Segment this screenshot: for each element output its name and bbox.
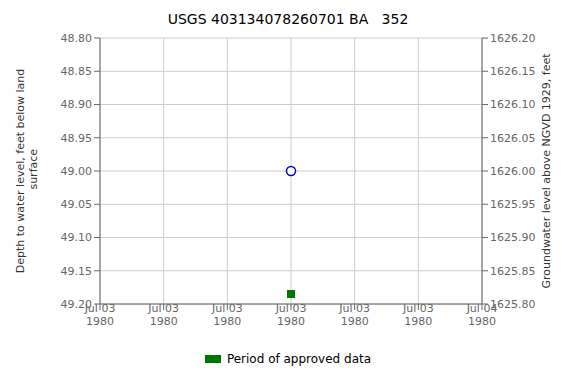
- svg-text:1626.10: 1626.10: [490, 98, 536, 111]
- svg-text:Jul 031980: Jul 031980: [211, 302, 243, 328]
- svg-text:1625.85: 1625.85: [490, 265, 536, 278]
- html-text:USGS 403134078260701 BA 352: USGS 403134078260701 BA 352: [167, 11, 409, 27]
- svg-text:48.80: 48.80: [61, 32, 93, 45]
- svg-text:1625.95: 1625.95: [490, 198, 536, 211]
- html-text:Jul 04: Jul 04: [466, 302, 498, 315]
- svg-text:48.95: 48.95: [61, 132, 93, 145]
- svg-text:1626.15: 1626.15: [490, 65, 536, 78]
- svg-text:1625.90: 1625.90: [490, 231, 536, 244]
- svg-text:Groundwater level above NGVD 1: Groundwater level above NGVD 1929, feet: [540, 53, 553, 289]
- svg-text:Jul 031980: Jul 031980: [402, 302, 434, 328]
- svg-text:49.20: 49.20: [61, 298, 93, 311]
- svg-text:1626.05: 1626.05: [490, 132, 536, 145]
- svg-text:1625.80: 1625.80: [490, 298, 536, 311]
- svg-text:Depth to water level, feet bel: Depth to water level, feet below land su…: [14, 69, 40, 274]
- svg-text:49.15: 49.15: [61, 265, 93, 278]
- svg-text:49.05: 49.05: [61, 198, 93, 211]
- svg-text:1626.20: 1626.20: [490, 32, 536, 45]
- html-text:Period of approved data: Period of approved data: [226, 352, 372, 366]
- svg-text:49.10: 49.10: [61, 231, 93, 244]
- svg-text:Jul 031980: Jul 031980: [147, 302, 179, 328]
- html-text:1980: 1980: [86, 315, 114, 328]
- svg-text:Jul 031980: Jul 031980: [338, 302, 370, 328]
- svg-text:48.85: 48.85: [61, 65, 93, 78]
- svg-text:1626.00: 1626.00: [490, 165, 536, 178]
- svg-text:Jul 031980: Jul 031980: [275, 302, 307, 328]
- html-text:Jul 03: Jul 03: [84, 302, 116, 315]
- svg-text:49.00: 49.00: [61, 165, 93, 178]
- html-text:1980: 1980: [468, 315, 496, 328]
- svg-text:48.90: 48.90: [61, 98, 93, 111]
